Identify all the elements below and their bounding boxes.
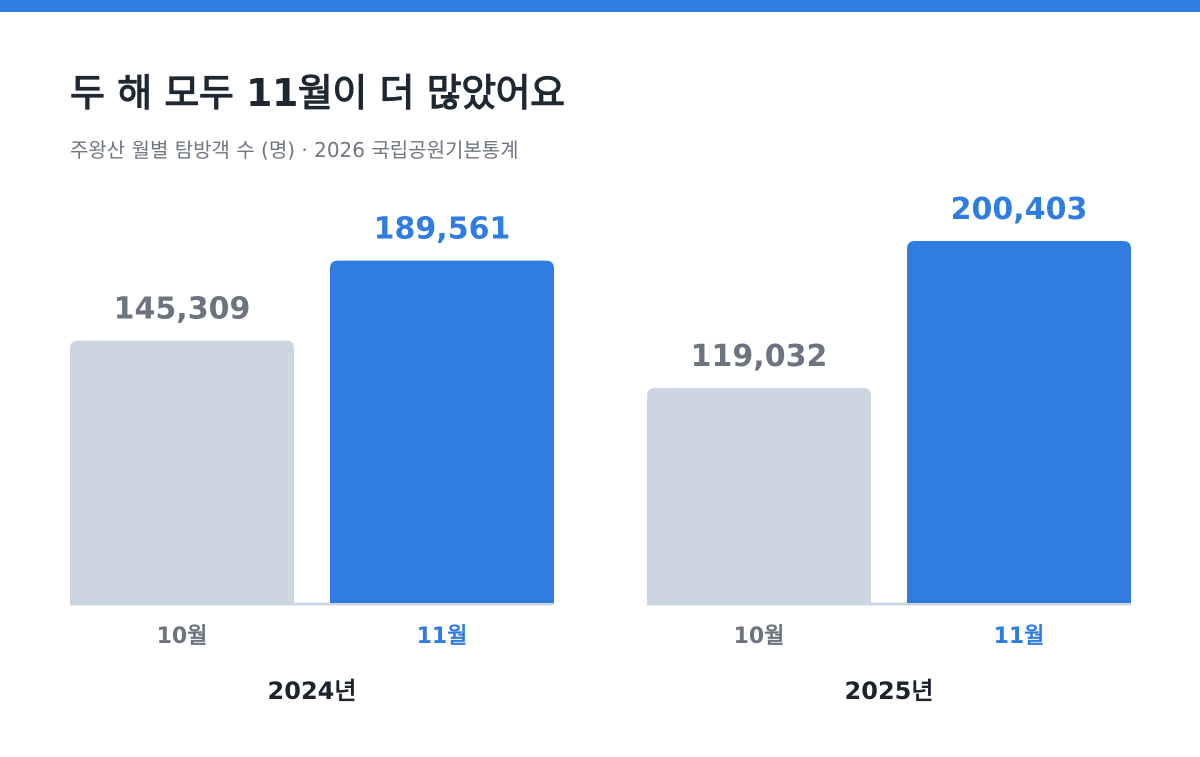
- bar: [330, 260, 554, 603]
- x-tick-label: 11월: [417, 624, 468, 649]
- bar: [907, 241, 1131, 603]
- data-label: 119,032: [691, 339, 828, 374]
- bar: [70, 340, 294, 603]
- group-label: 2025년: [845, 677, 934, 705]
- data-label: 145,309: [114, 292, 251, 327]
- group-label: 2024년: [268, 677, 357, 705]
- x-tick-label: 11월: [994, 624, 1045, 649]
- chart-title: 두 해 모두 11월이 더 많았어요: [70, 71, 565, 115]
- top-accent-bar: [0, 0, 1200, 12]
- x-tick-label: 10월: [734, 624, 785, 649]
- bar: [647, 387, 871, 603]
- chart-subtitle: 주왕산 월별 탐방객 수 (명) · 2026 국립공원기본통계: [70, 138, 519, 162]
- x-tick-label: 10월: [157, 624, 208, 649]
- data-label: 200,403: [951, 192, 1088, 227]
- data-label: 189,561: [374, 212, 511, 247]
